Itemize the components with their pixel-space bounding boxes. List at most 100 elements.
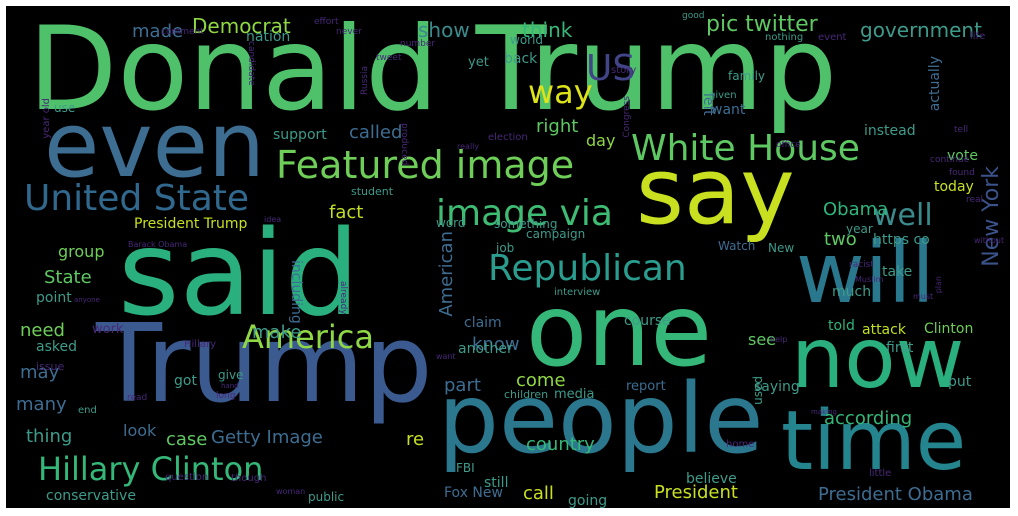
cloud-word: President Obama xyxy=(818,484,973,505)
cloud-word: tell xyxy=(954,125,969,135)
cloud-word: Donald Trump xyxy=(28,6,838,137)
cloud-word: campaign xyxy=(526,227,586,241)
cloud-word: given xyxy=(709,90,737,101)
cloud-word: vote xyxy=(947,148,978,164)
cloud-word: produced xyxy=(399,123,409,166)
cloud-word: family xyxy=(728,69,766,83)
cloud-word: State xyxy=(44,267,92,288)
cloud-word: see xyxy=(748,330,777,349)
cloud-word: back xyxy=(504,51,538,67)
cloud-word: said xyxy=(118,204,360,342)
cloud-word: thing xyxy=(26,426,73,447)
cloud-word: still xyxy=(484,475,509,491)
cloud-word: part xyxy=(444,375,481,396)
cloud-word: actually xyxy=(927,56,943,112)
cloud-word: life xyxy=(970,31,986,42)
cloud-word: today xyxy=(934,179,974,195)
cloud-word: home xyxy=(726,439,755,450)
cloud-word: Hillary Clinton xyxy=(38,450,264,488)
cloud-word: Watch xyxy=(718,239,756,253)
cloud-word: Trump xyxy=(96,302,433,427)
cloud-word: job xyxy=(496,241,515,255)
cloud-word: really xyxy=(457,142,480,151)
cloud-word: used xyxy=(751,376,765,405)
cloud-word: believe xyxy=(686,471,737,487)
cloud-word: end xyxy=(78,405,97,416)
cloud-word: including xyxy=(288,260,304,324)
cloud-word: group xyxy=(58,242,105,261)
cloud-word: many xyxy=(16,394,67,415)
cloud-word: think xyxy=(522,18,573,42)
cloud-word: story xyxy=(611,65,637,76)
cloud-word: Obama xyxy=(823,199,889,220)
cloud-word: read xyxy=(127,393,148,403)
cloud-word: way xyxy=(528,73,593,111)
cloud-word: racist xyxy=(849,260,874,270)
cloud-word: candidate xyxy=(246,41,256,86)
cloud-word: America xyxy=(242,318,374,356)
cloud-word: attack xyxy=(862,322,906,338)
cloud-word: issue xyxy=(36,360,65,373)
cloud-word: much xyxy=(832,284,872,300)
cloud-word: Barack Obama xyxy=(128,240,188,249)
cloud-word: need xyxy=(20,320,65,341)
cloud-word: re xyxy=(406,429,425,450)
word-cloud: Donald Trump said Trump say one people even wil… xyxy=(6,6,1010,508)
cloud-word: FBI xyxy=(456,461,475,475)
cloud-word: Democrat xyxy=(192,14,291,38)
cloud-word: make xyxy=(252,322,302,343)
cloud-word: put xyxy=(948,374,972,390)
cloud-word: say xyxy=(636,138,795,245)
cloud-word: New xyxy=(768,241,795,255)
cloud-word: woman xyxy=(276,487,306,496)
cloud-word: told xyxy=(828,318,855,334)
cloud-word: know xyxy=(472,334,520,355)
cloud-word: two xyxy=(824,229,857,250)
cloud-word: pic twitter xyxy=(706,12,818,37)
cloud-word: Hillary xyxy=(184,339,217,350)
cloud-word: nation xyxy=(246,29,291,45)
cloud-word: report xyxy=(626,379,666,394)
cloud-word: United State xyxy=(24,178,250,219)
cloud-word: yet xyxy=(468,55,489,70)
cloud-word: President Trump xyxy=(134,216,248,232)
cloud-word: show xyxy=(418,18,470,42)
cloud-word: without xyxy=(974,236,1005,245)
cloud-word: help xyxy=(770,335,788,344)
cloud-word: year xyxy=(846,222,873,236)
cloud-word: children xyxy=(504,388,549,401)
cloud-word: election xyxy=(488,132,528,143)
cloud-word: people xyxy=(438,363,764,475)
cloud-word: something xyxy=(494,217,558,231)
cloud-word: want xyxy=(436,352,456,361)
cloud-word: event xyxy=(818,32,847,43)
cloud-word: New York xyxy=(979,166,1004,267)
cloud-word: got xyxy=(174,373,197,389)
cloud-word: question xyxy=(165,472,209,483)
cloud-word: call xyxy=(523,483,554,504)
cloud-word: real xyxy=(966,195,984,205)
cloud-word: image via xyxy=(436,193,613,234)
cloud-word: Featured image xyxy=(276,143,575,187)
cloud-word: interview xyxy=(554,287,601,298)
cloud-word: country xyxy=(526,434,595,455)
cloud-word: good xyxy=(682,11,705,21)
cloud-word: media xyxy=(554,387,595,402)
cloud-word: going xyxy=(568,493,608,508)
cloud-word: come xyxy=(516,370,566,391)
cloud-word: saying xyxy=(754,379,800,395)
cloud-word: day xyxy=(586,131,616,150)
cloud-word: Fox New xyxy=(444,485,503,501)
cloud-word: will xyxy=(796,224,935,322)
cloud-word: Congress xyxy=(622,96,632,138)
cloud-word: tweet xyxy=(376,53,402,63)
cloud-word: idea xyxy=(264,215,282,224)
cloud-word: Clinton xyxy=(924,321,974,337)
cloud-word: student xyxy=(351,185,394,198)
cloud-word: Muslim xyxy=(855,275,884,284)
cloud-word: support xyxy=(273,127,327,143)
cloud-word: well xyxy=(873,198,933,233)
cloud-word: making xyxy=(811,408,837,416)
cloud-word: plan xyxy=(934,276,943,294)
